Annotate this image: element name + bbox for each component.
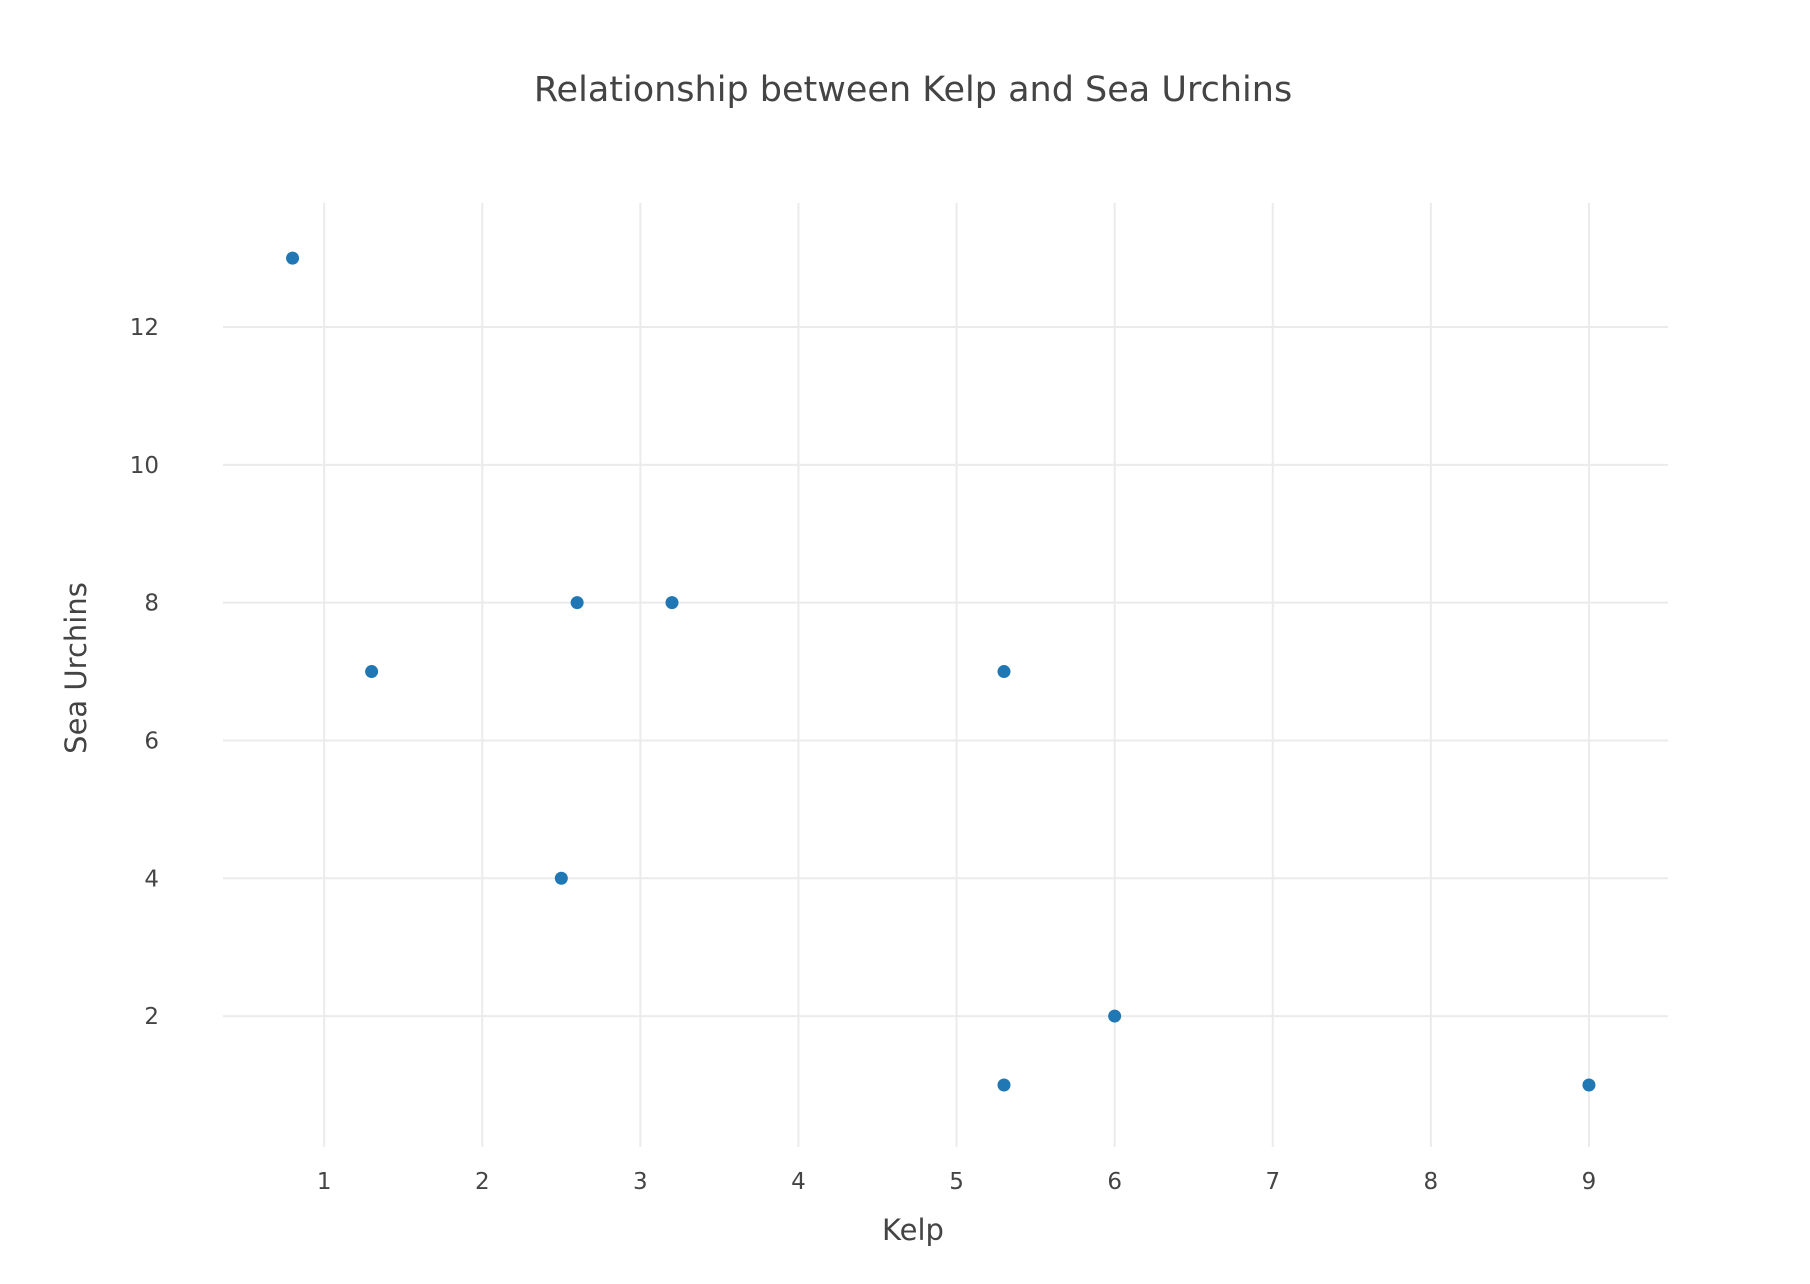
- x-tick-label: 7: [1265, 1169, 1280, 1195]
- y-tick-label: 2: [144, 1004, 159, 1030]
- y-tick-label: 8: [144, 591, 159, 617]
- data-point[interactable]: [1582, 1078, 1596, 1092]
- data-point[interactable]: [365, 665, 379, 679]
- x-axis-title: Kelp: [882, 1213, 944, 1247]
- data-point[interactable]: [997, 665, 1011, 679]
- data-point[interactable]: [1108, 1009, 1122, 1023]
- x-tick-label: 5: [949, 1169, 964, 1195]
- data-point[interactable]: [570, 596, 584, 610]
- y-gridlines: [223, 326, 1668, 1018]
- y-tick-label: 12: [130, 315, 159, 341]
- y-tick-labels: 2 4 6 8 10 12: [130, 315, 159, 1030]
- x-gridlines: [323, 203, 1590, 1147]
- data-points: [286, 251, 1596, 1092]
- x-tick-label: 9: [1582, 1169, 1597, 1195]
- x-tick-label: 4: [791, 1169, 806, 1195]
- x-tick-label: 2: [475, 1169, 490, 1195]
- x-tick-label: 8: [1424, 1169, 1439, 1195]
- x-tick-labels: 1 2 3 4 5 6 7 8 9: [317, 1169, 1596, 1195]
- y-tick-label: 6: [144, 728, 159, 754]
- x-tick-label: 6: [1107, 1169, 1122, 1195]
- data-point[interactable]: [554, 871, 568, 885]
- chart-title: Relationship between Kelp and Sea Urchin…: [534, 70, 1292, 110]
- y-tick-label: 4: [144, 866, 159, 892]
- x-tick-label: 1: [317, 1169, 332, 1195]
- data-point[interactable]: [286, 251, 300, 265]
- data-point[interactable]: [997, 1078, 1011, 1092]
- y-tick-label: 10: [130, 453, 159, 479]
- x-tick-label: 3: [633, 1169, 648, 1195]
- data-point[interactable]: [665, 596, 679, 610]
- y-axis-title: Sea Urchins: [59, 582, 93, 754]
